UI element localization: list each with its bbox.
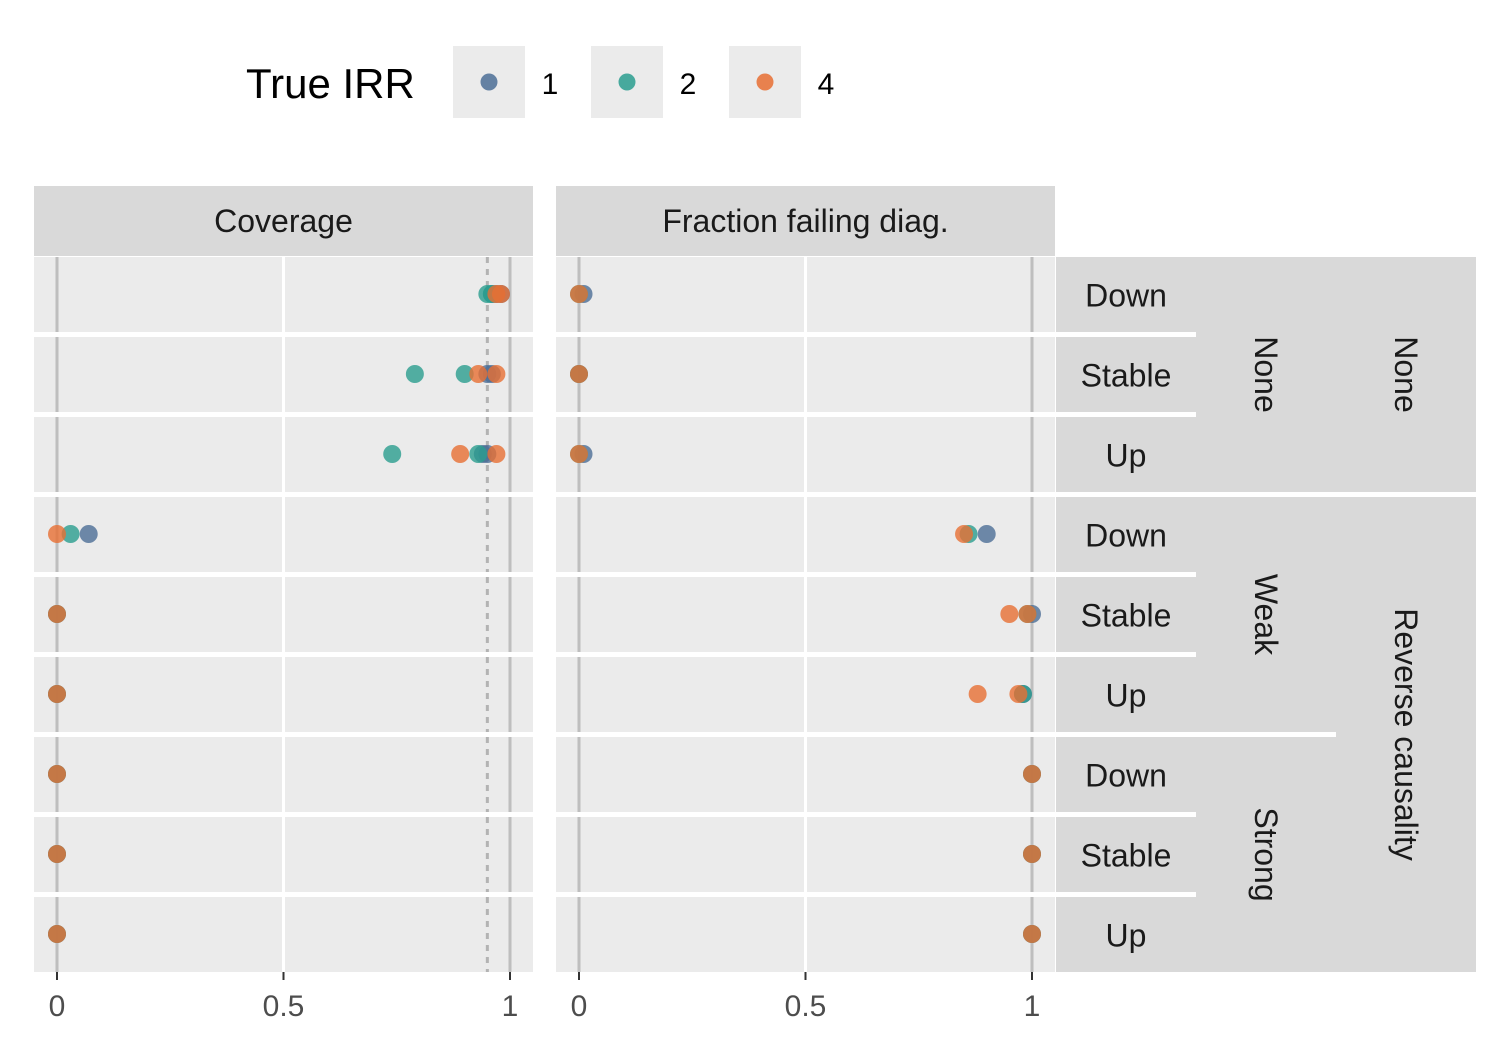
data-point-irr-1	[79, 525, 98, 543]
data-point-irr-4	[955, 525, 974, 543]
data-point-irr-4	[1023, 845, 1041, 863]
data-point-irr-4	[48, 925, 66, 943]
trend-strip	[1056, 657, 1196, 732]
column-strip-label: Fraction failing diag.	[662, 203, 948, 239]
trend-strip-label: Stable	[1081, 358, 1172, 394]
x-tick-label: 0	[571, 990, 588, 1023]
legend-label: 1	[542, 68, 559, 101]
data-point-irr-4	[487, 365, 506, 383]
data-point-irr-2	[383, 445, 402, 463]
strength-strip	[1196, 497, 1336, 732]
data-point-irr-4	[570, 365, 588, 383]
trend-strip-label: Down	[1085, 518, 1167, 554]
trend-strip	[1056, 417, 1196, 492]
trend-strip-label: Down	[1085, 758, 1167, 794]
trend-strip-label: Up	[1106, 918, 1147, 954]
trend-strip	[1056, 577, 1196, 652]
strength-strip	[1196, 257, 1336, 492]
scenario-separator	[1336, 492, 1476, 497]
x-tick-label: 1	[502, 990, 519, 1023]
data-point-irr-4	[1018, 605, 1037, 623]
strips: Coverage Fraction failing diag. Down Stable…	[34, 186, 1476, 972]
legend-label: 2	[680, 68, 697, 101]
data-point-irr-2	[469, 445, 488, 463]
data-point-irr-4	[48, 845, 66, 863]
trend-strip-label: Stable	[1081, 838, 1172, 874]
trend-strip	[1056, 497, 1196, 572]
data-point-irr-4	[48, 605, 66, 623]
data-point-irr-2	[455, 365, 474, 383]
data-point-irr-4	[1000, 605, 1019, 623]
column-strip-label: Coverage	[214, 203, 353, 239]
legend: True IRR 1 2 4	[246, 46, 834, 118]
strength-strip	[1196, 737, 1336, 972]
strength-strip-label: Strong	[1248, 807, 1284, 901]
data-point-irr-2	[405, 365, 424, 383]
legend-key-point	[618, 73, 636, 91]
data-point-irr-2	[61, 525, 80, 543]
trend-strip	[1056, 257, 1196, 332]
data-point-irr-4	[48, 685, 66, 703]
axes: 0 0.5 1 0 0.5 1	[49, 972, 1041, 1023]
x-tick-label: 0.5	[785, 990, 827, 1023]
scenario-strip	[1336, 497, 1476, 972]
data-point-irr-4	[487, 445, 506, 463]
legend-label: 4	[818, 68, 835, 101]
legend-key-point	[480, 73, 498, 91]
strength-strip-label: None	[1248, 336, 1284, 413]
scenario-strip	[1336, 257, 1476, 492]
scenario-strip-label: None	[1388, 336, 1424, 413]
data-point-irr-4	[1009, 685, 1028, 703]
trend-strip	[1056, 337, 1196, 412]
data-point-irr-4	[1023, 765, 1041, 783]
trend-strip-label: Up	[1106, 678, 1147, 714]
data-point-irr-4	[48, 765, 66, 783]
data-point-irr-4	[491, 285, 510, 303]
data-point-irr-4	[469, 365, 488, 383]
trend-strip	[1056, 817, 1196, 892]
strength-strip-label: Weak	[1248, 574, 1284, 656]
data-point-irr-4	[570, 285, 588, 303]
trend-strip-label: Stable	[1081, 598, 1172, 634]
data-point-irr-4	[451, 445, 470, 463]
trend-strip-label: Up	[1106, 438, 1147, 474]
data-point-irr-4	[570, 445, 588, 463]
data-point-irr-4	[968, 685, 987, 703]
trend-strip	[1056, 897, 1196, 972]
legend-key-point	[756, 73, 774, 91]
legend-title: True IRR	[246, 60, 415, 107]
x-tick-label: 0.5	[263, 990, 305, 1023]
data-point-irr-4	[1023, 925, 1041, 943]
column-strip	[556, 186, 1055, 256]
trend-strip-label: Down	[1085, 278, 1167, 314]
x-tick-label: 0	[49, 990, 66, 1023]
trend-strip	[1056, 737, 1196, 812]
x-tick-label: 1	[1024, 990, 1041, 1023]
column-strip	[34, 186, 533, 256]
panels	[34, 257, 1055, 972]
data-point-irr-4	[48, 525, 66, 543]
scenario-strip-label: Reverse causality	[1388, 608, 1424, 861]
data-point-irr-1	[977, 525, 996, 543]
